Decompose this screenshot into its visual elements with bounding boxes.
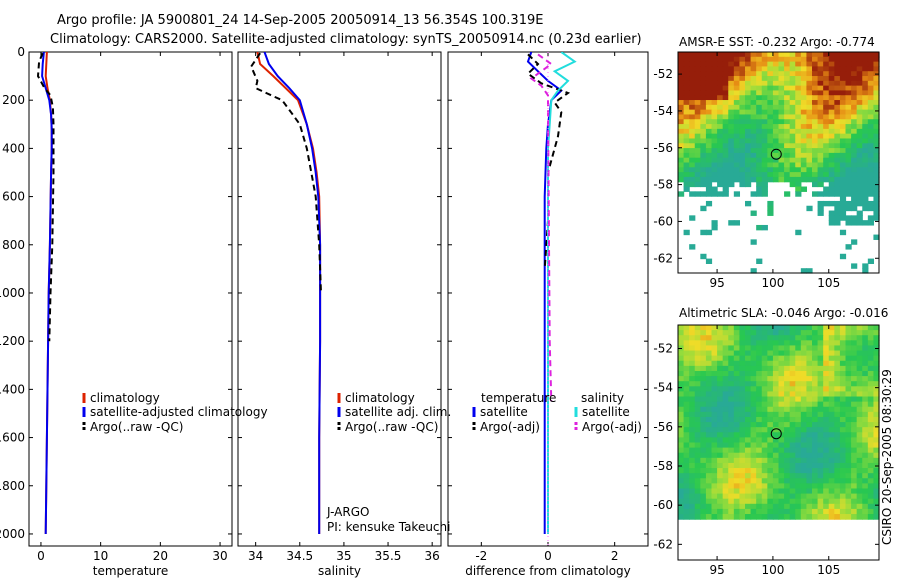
footer-stamp: CSIRO 20-Sep-2005 08:30:29 (880, 369, 894, 545)
difference-series-sal_argo (529, 53, 554, 402)
sla_map-frame (677, 324, 880, 561)
sst_map-ytick-label: -54 (653, 104, 673, 118)
sla_map-ytick-label: -60 (653, 498, 673, 512)
temperature-xtick-label: 0 (37, 549, 45, 563)
difference-xlabel: difference from climatology (465, 564, 631, 578)
temperature-ytick-label: 0 (17, 45, 25, 59)
temperature-ytick-label: 800 (2, 238, 25, 252)
salinity-series-satellite (263, 52, 322, 534)
difference-xtick-label: 2 (611, 549, 619, 563)
temperature-panel: 0 200 400 600 800 1000 1200 1400 1600 1800 2000 0 10… (0, 45, 268, 578)
legend-diff-header-temperature: temperature (481, 391, 556, 405)
salinity-xlabel: salinity (318, 564, 361, 578)
salinity-panel: 34 34.5 35 35.5 36 salinity climatologysatelli… (237, 51, 451, 578)
sst_map-ytick-label: -52 (653, 67, 673, 81)
salinity-xtick-label: 36 (425, 549, 440, 563)
sla_map-field (678, 325, 880, 520)
salinity-frame (237, 51, 442, 547)
temperature-ytick-label: 200 (2, 93, 25, 107)
legend-temp-climatology-label: climatology (90, 391, 160, 405)
difference-series-sal_satellite (547, 52, 577, 534)
salinity-series-climatology (256, 52, 322, 534)
salinity-xtick-label: 35 (336, 549, 351, 563)
sst_map-ytick-label: -62 (653, 251, 673, 265)
sla_map-xtick-label: 100 (761, 563, 784, 577)
legend-sal-climatology-label: climatology (345, 391, 415, 405)
temperature-xlabel: temperature (93, 564, 168, 578)
temperature-ytick-label: 2000 (0, 527, 25, 541)
header-line-1: Argo profile: JA 5900801_24 14-Sep-2005 … (57, 13, 543, 28)
temperature-ytick-label: 600 (2, 190, 25, 204)
legend-diff-temp-satellite-label: satellite (480, 405, 528, 419)
temperature-ytick-label: 1600 (0, 431, 25, 445)
legend-temp-satellite-label: satellite-adjusted climatology (90, 405, 268, 419)
legend-temp-argo-label: Argo(..raw -QC) (90, 420, 183, 434)
sst_map-ytick-label: -58 (653, 178, 673, 192)
temperature-xtick-label: 10 (93, 549, 108, 563)
legend-diff-sal-argo-label: Argo(-adj) (582, 420, 642, 434)
salinity-xtick-label: 34.5 (286, 549, 313, 563)
temperature-ytick-label: 1400 (0, 382, 25, 396)
sla_map-ytick-label: -54 (653, 381, 673, 395)
sst-map-panel: AMSR-E SST: -0.232 Argo: -0.774 -52 -54 -56… (653, 35, 880, 290)
difference-xtick-label: 0 (544, 549, 552, 563)
sst_map-xtick-label: 95 (709, 276, 724, 290)
temperature-xtick-label: 30 (212, 549, 227, 563)
temperature-ytick-label: 1200 (0, 334, 25, 348)
legend-sal-satellite-label: satellite adj. clim. (345, 405, 451, 419)
sla_map-ytick-label: -58 (653, 459, 673, 473)
temperature-ytick-label: 400 (2, 141, 25, 155)
sla_map-ytick-label: -62 (653, 537, 673, 551)
sla-map-panel: Altimetric SLA: -0.046 Argo: -0.016 -52 -5… (653, 306, 888, 577)
sst_map-ytick-label: -56 (653, 141, 673, 155)
salinity-annotation-program: J-ARGO (326, 505, 369, 519)
sla_map-xtick-label: 95 (709, 563, 724, 577)
temperature-series-satellite (41, 52, 53, 535)
sst_map-xtick-label: 105 (817, 276, 840, 290)
difference-xtick-label: -2 (475, 549, 487, 563)
legend-diff-header-salinity: salinity (581, 391, 624, 405)
salinity-xtick-label: 35.5 (375, 549, 402, 563)
difference-series-argo (526, 53, 571, 269)
temperature-ytick-label: 1800 (0, 479, 25, 493)
salinity-xtick-label: 34 (248, 549, 263, 563)
sla_map-xtick-label: 105 (817, 563, 840, 577)
temperature-ytick-label: 1000 (0, 286, 25, 300)
legend-diff-temp-argo-label: Argo(-adj) (480, 420, 540, 434)
sst_map-title: AMSR-E SST: -0.232 Argo: -0.774 (679, 35, 875, 49)
sla_map-ytick-label: -52 (653, 342, 673, 356)
legend-diff-sal-satellite-label: satellite (582, 405, 630, 419)
sst_map-float-marker (770, 148, 782, 160)
difference-series-satellite (526, 52, 563, 534)
sla_map-ytick-label: -56 (653, 420, 673, 434)
sla_map-float-marker (770, 428, 782, 440)
temperature-frame (28, 51, 233, 547)
temperature-series-argo (36, 52, 55, 342)
sst_map-frame (677, 51, 880, 274)
temperature-xtick-label: 20 (153, 549, 168, 563)
sst_map-xtick-label: 100 (761, 276, 784, 290)
sla_map-title: Altimetric SLA: -0.046 Argo: -0.016 (679, 306, 888, 320)
legend-sal-argo-label: Argo(..raw -QC) (345, 420, 438, 434)
header-line-2: Climatology: CARS2000. Satellite-adjuste… (50, 32, 642, 47)
salinity-annotation-pi: PI: kensuke Takeuchi (327, 520, 450, 534)
sst_map-ytick-label: -60 (653, 214, 673, 228)
sst_map-field (678, 52, 880, 274)
salinity-series-argo (250, 52, 322, 294)
